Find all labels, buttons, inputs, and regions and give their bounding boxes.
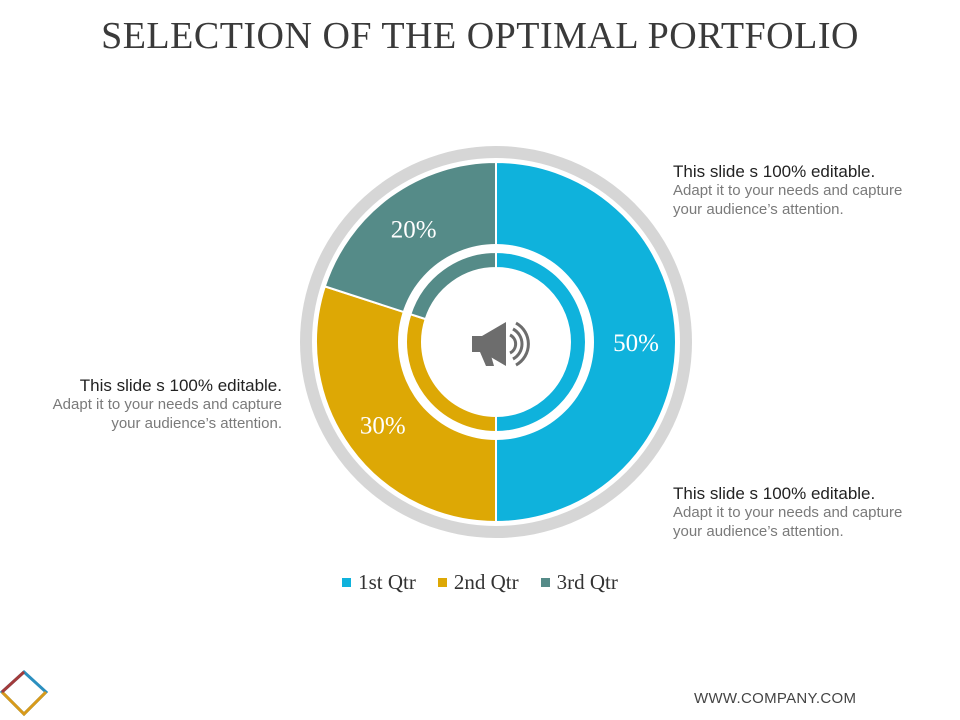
note-body: Adapt it to your needs and capture your … [52, 396, 282, 432]
note-heading: This slide s 100% editable. [673, 484, 876, 503]
slide-title: SELECTION OF THE OPTIMAL PORTFOLIO [101, 15, 859, 57]
data-label-3rd-qtr: 20% [391, 217, 437, 244]
data-label-2nd-qtr: 30% [360, 412, 406, 439]
note-body: Adapt it to your needs and capture your … [673, 182, 903, 218]
legend-label: 2nd Qtr [453, 570, 519, 594]
legend-item: 3rd Qtr [540, 570, 618, 595]
legend-label: 3rd Qtr [556, 570, 618, 594]
note-left: This slide s 100% editable. Adapt it to … [42, 376, 282, 433]
legend-swatch [540, 578, 550, 587]
note-bottom-right: This slide s 100% editable. Adapt it to … [673, 484, 913, 541]
data-label-1st-qtr: 50% [613, 330, 659, 357]
note-heading: This slide s 100% editable. [79, 376, 282, 395]
note-heading: This slide s 100% editable. [673, 162, 876, 181]
note-body: Adapt it to your needs and capture your … [673, 504, 903, 540]
note-top-right: This slide s 100% editable. Adapt it to … [673, 162, 913, 219]
legend-item: 2nd Qtr [437, 570, 519, 595]
legend-swatch [437, 578, 447, 587]
diamond-logo-icon [0, 669, 49, 717]
legend-label: 1st Qtr [358, 570, 416, 594]
footer-url: WWW.COMPANY.COM [694, 690, 857, 707]
chart-legend: 1st Qtr 2nd Qtr 3rd Qtr [0, 570, 960, 595]
legend-item: 1st Qtr [342, 570, 416, 595]
megaphone-icon [472, 321, 530, 367]
legend-swatch [342, 578, 352, 587]
